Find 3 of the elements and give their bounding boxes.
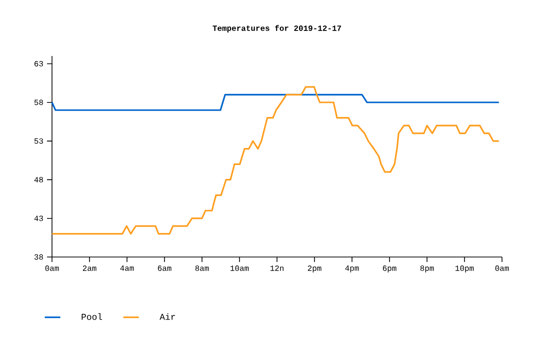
legend-label: Air <box>160 313 175 320</box>
line-series <box>51 86 500 235</box>
legend-label: Pool <box>82 313 102 320</box>
